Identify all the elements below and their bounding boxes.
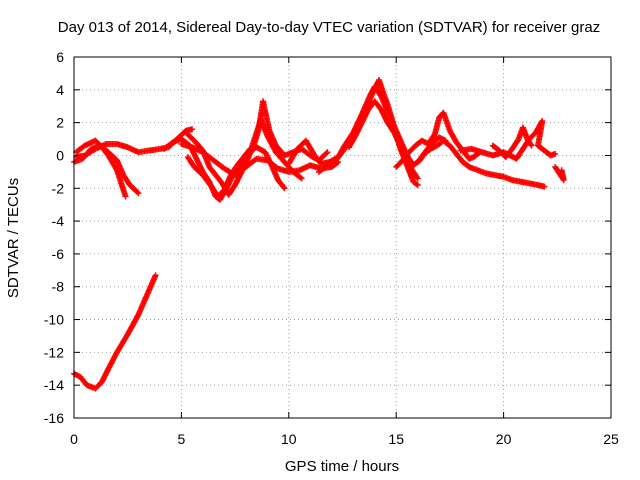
y-tick-label: 0 [56,147,64,163]
data-point [281,185,288,192]
series-sat-o [489,124,535,161]
y-tick-label: -6 [52,246,65,262]
series-sat-j [315,83,421,188]
y-axis-label: SDTVAR / TECUs [5,178,22,298]
data-point [528,142,535,149]
x-tick-label: 5 [178,431,186,447]
y-tick-label: 6 [56,49,64,65]
data-point [189,126,196,133]
axis-ticks: 0 5 10 15 20 25 -16 -14 -12 -10 -8 -6 -4 -2 0 2 4 6 [44,49,619,447]
x-tick-label: 0 [70,431,78,447]
data-point [431,132,438,139]
x-tick-label: 20 [496,431,512,447]
data-point [135,190,142,197]
x-tick-label: 10 [281,431,297,447]
series-sat-p [552,163,567,184]
series-sat-g [182,116,305,198]
y-tick-label: 4 [56,82,64,98]
data-point [324,149,331,156]
data-point [152,272,159,279]
data-series [71,76,567,392]
series-sat-e [161,98,331,203]
data-point [280,184,287,191]
y-tick-label: -16 [44,410,64,426]
data-point [558,167,565,174]
grid-lines [74,57,611,418]
y-tick-label: -10 [44,312,64,328]
series-sat-h [184,144,288,200]
series-sat-l [393,109,483,170]
y-tick-label: 2 [56,115,64,131]
x-axis-label: GPS time / hours [285,458,399,475]
x-tick-label: 25 [603,431,619,447]
data-point [552,150,559,157]
chart-title: Day 013 of 2014, Sidereal Day-to-day VTE… [58,19,600,36]
data-point [134,189,141,196]
data-point [414,181,421,188]
data-point [122,193,129,200]
series-sat-a [71,272,159,392]
y-tick-label: -14 [44,377,64,393]
data-point [541,183,548,190]
data-point [323,150,330,157]
data-point [298,175,305,182]
y-tick-label: -12 [44,344,64,360]
data-point [413,174,420,181]
data-point [297,174,304,181]
data-point [414,175,421,182]
y-tick-label: -4 [52,213,65,229]
plot-frame [73,56,612,419]
x-tick-label: 15 [388,431,404,447]
data-point [413,181,420,188]
y-tick-label: -8 [52,279,65,295]
series-sat-m [414,137,548,190]
y-tick-label: -2 [52,180,65,196]
